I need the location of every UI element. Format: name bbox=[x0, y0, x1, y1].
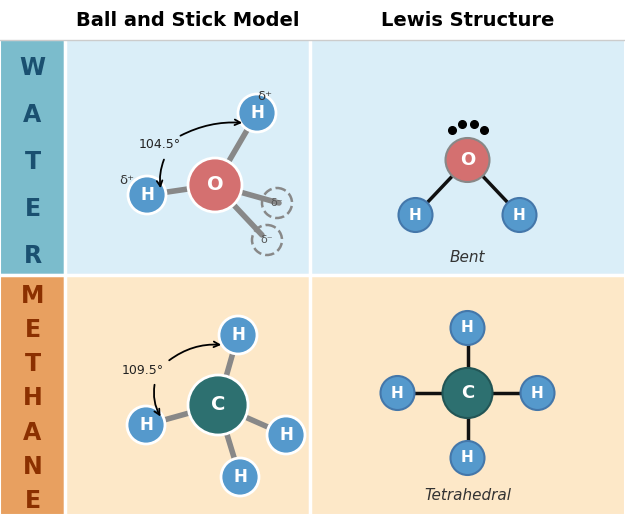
Text: R: R bbox=[24, 244, 41, 268]
Text: E: E bbox=[24, 489, 41, 513]
Text: Ball and Stick Model: Ball and Stick Model bbox=[76, 10, 299, 29]
Circle shape bbox=[219, 316, 257, 354]
Text: H: H bbox=[250, 104, 264, 122]
Bar bbox=[0, 275, 65, 515]
Text: H: H bbox=[22, 386, 42, 410]
Text: O: O bbox=[460, 151, 475, 169]
Text: δ⁻: δ⁻ bbox=[261, 235, 273, 245]
Circle shape bbox=[442, 368, 493, 418]
Bar bbox=[0, 0, 625, 40]
Text: C: C bbox=[461, 384, 474, 402]
Text: H: H bbox=[233, 468, 247, 486]
Circle shape bbox=[267, 416, 305, 454]
Text: H: H bbox=[231, 326, 245, 344]
Text: O: O bbox=[207, 176, 223, 195]
Text: 109.5°: 109.5° bbox=[122, 364, 164, 376]
Circle shape bbox=[188, 375, 248, 435]
Bar bbox=[65, 40, 310, 275]
Text: M: M bbox=[21, 284, 44, 307]
Circle shape bbox=[451, 311, 484, 345]
Text: T: T bbox=[24, 150, 41, 174]
Text: H: H bbox=[279, 426, 293, 444]
Text: A: A bbox=[23, 421, 42, 445]
Text: H: H bbox=[391, 386, 404, 401]
Text: E: E bbox=[24, 197, 41, 221]
Text: H: H bbox=[461, 320, 474, 335]
Text: E: E bbox=[24, 318, 41, 342]
Circle shape bbox=[238, 94, 276, 132]
Circle shape bbox=[127, 406, 165, 444]
Circle shape bbox=[399, 198, 432, 232]
Text: H: H bbox=[409, 208, 422, 222]
Text: H: H bbox=[461, 451, 474, 466]
Text: Bent: Bent bbox=[450, 249, 485, 265]
Text: δ⁻: δ⁻ bbox=[271, 198, 283, 208]
Text: H: H bbox=[139, 416, 153, 434]
Circle shape bbox=[521, 376, 554, 410]
Circle shape bbox=[128, 176, 166, 214]
Circle shape bbox=[503, 198, 536, 232]
Text: H: H bbox=[531, 386, 544, 401]
Text: δ⁺: δ⁺ bbox=[119, 175, 134, 187]
Bar bbox=[310, 40, 625, 275]
Text: A: A bbox=[23, 103, 42, 127]
Bar bbox=[0, 40, 65, 275]
Circle shape bbox=[188, 158, 242, 212]
Bar bbox=[65, 275, 310, 515]
Circle shape bbox=[451, 441, 484, 475]
Circle shape bbox=[221, 458, 259, 496]
Text: Lewis Structure: Lewis Structure bbox=[381, 10, 554, 29]
Text: N: N bbox=[22, 455, 42, 479]
Circle shape bbox=[381, 376, 414, 410]
Text: W: W bbox=[19, 56, 46, 80]
Text: δ⁺: δ⁺ bbox=[258, 91, 272, 104]
Text: 104.5°: 104.5° bbox=[139, 139, 181, 151]
Text: T: T bbox=[24, 352, 41, 376]
Circle shape bbox=[446, 138, 489, 182]
Text: H: H bbox=[140, 186, 154, 204]
Text: C: C bbox=[211, 396, 225, 415]
Text: H: H bbox=[513, 208, 526, 222]
Text: Tetrahedral: Tetrahedral bbox=[424, 488, 511, 503]
Bar bbox=[310, 275, 625, 515]
